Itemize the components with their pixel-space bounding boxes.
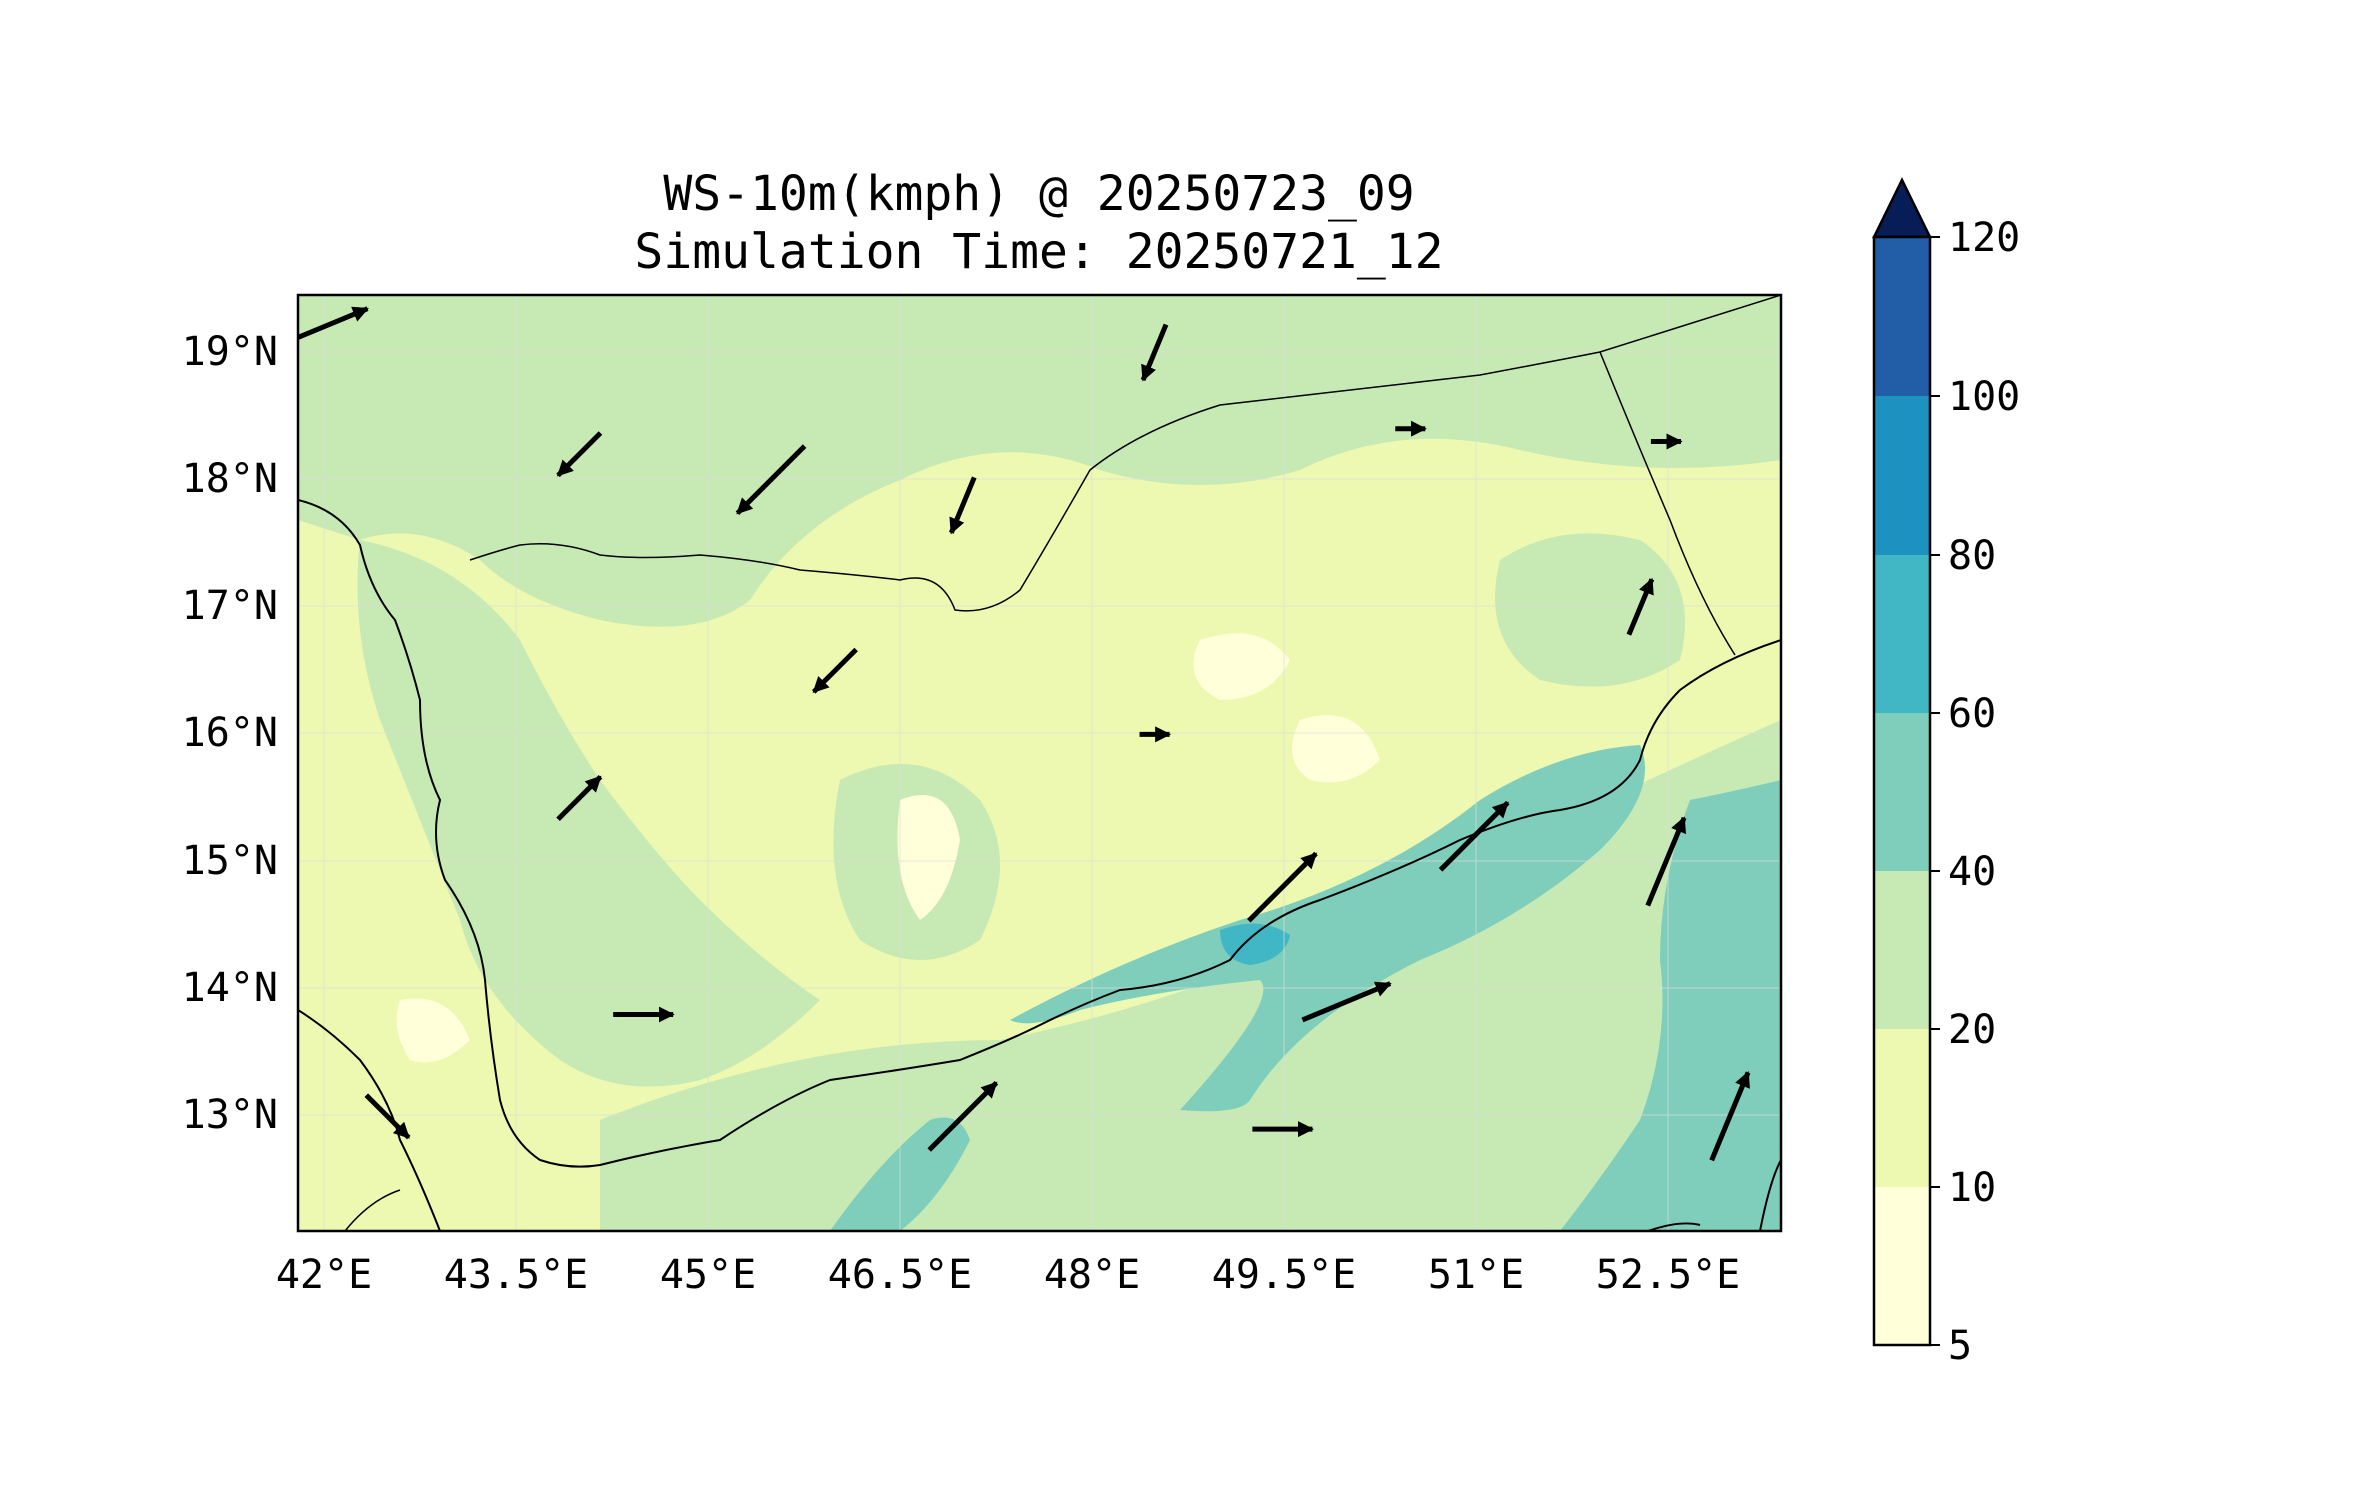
lon-tick-label: 45°E	[660, 1252, 756, 1298]
lon-tick-label: 43.5°E	[444, 1252, 589, 1298]
field-pale-patch-2	[1193, 633, 1290, 700]
field-jet-core-60-80	[1220, 923, 1290, 965]
colorbar-segment	[1874, 396, 1930, 555]
field-east-plateau-20-40	[1495, 533, 1685, 687]
wind-vector-arrow	[1301, 981, 1392, 1023]
coastlines	[298, 499, 1781, 1231]
wind-vector-arrow	[1645, 816, 1687, 907]
wind-vector-arrow	[556, 775, 603, 822]
lat-axis: 19°N 18°N 17°N 16°N 15°N 14°N 13°N	[182, 329, 278, 1138]
wind-vector-arrow	[927, 1081, 999, 1152]
socotra-coast	[1759, 1159, 1781, 1231]
yemen-saudi-border	[469, 295, 1781, 612]
wind-vector-layer	[298, 306, 1751, 1162]
colorbar-label: 20	[1948, 1007, 1996, 1053]
lat-tick-label: 19°N	[182, 329, 278, 375]
field-western-highlands-20-40	[357, 540, 820, 1087]
yemen-oman-border	[1599, 351, 1736, 656]
colorbar-extend-triangle	[1871, 177, 1933, 239]
wind-vector-arrow	[364, 1093, 411, 1140]
colorbar-label: 80	[1948, 533, 1996, 579]
colorbar-segment	[1874, 871, 1930, 1029]
field-arabian-sea-40-60	[1560, 780, 1781, 1231]
lat-tick-label: 17°N	[182, 583, 278, 629]
map-title-line1: WS-10m(kmph) @ 20250723_09	[663, 166, 1414, 222]
red-sea-coast-west	[298, 1009, 441, 1231]
wind-vector-arrow	[1247, 851, 1318, 923]
map-frame	[296, 293, 1783, 1233]
colorbar-segment	[1874, 713, 1930, 871]
lat-tick-label: 18°N	[182, 456, 278, 502]
colorbar-label: 60	[1948, 691, 1996, 737]
wind-vector-arrow	[735, 444, 807, 516]
field-gulf-jet-40-60	[1010, 745, 1645, 1112]
lon-axis: 42°E 43.5°E 45°E 46.5°E 48°E 49.5°E 51°E…	[276, 1252, 1740, 1298]
map-panel	[298, 295, 1781, 1231]
somali-coast	[1647, 1222, 1701, 1231]
field-pale-patch-4	[396, 998, 470, 1063]
wind-vector-arrow	[298, 306, 369, 341]
colorbar-label: 100	[1948, 374, 2020, 420]
wind-vector-arrow	[1626, 577, 1655, 636]
lat-tick-label: 15°N	[182, 838, 278, 884]
field-pale-patch-3	[1292, 715, 1380, 783]
colorbar-segment	[1874, 1029, 1930, 1187]
eritrea-ethiopia-border	[344, 1189, 401, 1231]
colorbar-label: 5	[1948, 1323, 1972, 1369]
lon-tick-label: 42°E	[276, 1252, 372, 1298]
lon-tick-label: 48°E	[1044, 1252, 1140, 1298]
wind-vector-arrow	[949, 476, 977, 535]
colorbar-segment	[1874, 237, 1930, 396]
gridlines	[298, 295, 1781, 1231]
colorbar: 5 10 20 40 60 80 100 120	[1871, 177, 2020, 1369]
field-pale-patch-1	[897, 795, 960, 920]
lon-tick-label: 52.5°E	[1596, 1252, 1741, 1298]
wind-vector-arrow	[811, 647, 858, 694]
red-sea-coast-east	[298, 499, 601, 1168]
colorbar-segment	[1874, 1187, 1930, 1345]
lat-tick-label: 14°N	[182, 965, 278, 1011]
gulf-of-aden-coast	[599, 639, 1781, 1166]
colorbar-label: 120	[1948, 215, 2020, 261]
field-northern-band-20-40	[298, 295, 1781, 627]
lon-tick-label: 49.5°E	[1212, 1252, 1357, 1298]
wind-vector-arrow	[1140, 323, 1169, 382]
lat-tick-label: 13°N	[182, 1092, 278, 1138]
lon-tick-label: 46.5°E	[828, 1252, 973, 1298]
wind-vector-arrow	[1438, 800, 1510, 872]
lat-tick-label: 16°N	[182, 710, 278, 756]
map-title-line2: Simulation Time: 20250721_12	[634, 224, 1443, 280]
wind-vector-arrow	[1709, 1071, 1751, 1162]
country-borders	[344, 295, 1781, 1231]
colorbar-frame	[1872, 235, 1932, 1347]
field-southern-coast-20-40	[600, 720, 1781, 1231]
lon-tick-label: 51°E	[1428, 1252, 1524, 1298]
colorbar-ticks	[1930, 236, 1940, 1346]
wind-vector-arrow	[556, 431, 603, 478]
colorbar-segment	[1874, 555, 1930, 713]
colorbar-label: 10	[1948, 1165, 1996, 1211]
colorbar-label: 40	[1948, 849, 1996, 895]
